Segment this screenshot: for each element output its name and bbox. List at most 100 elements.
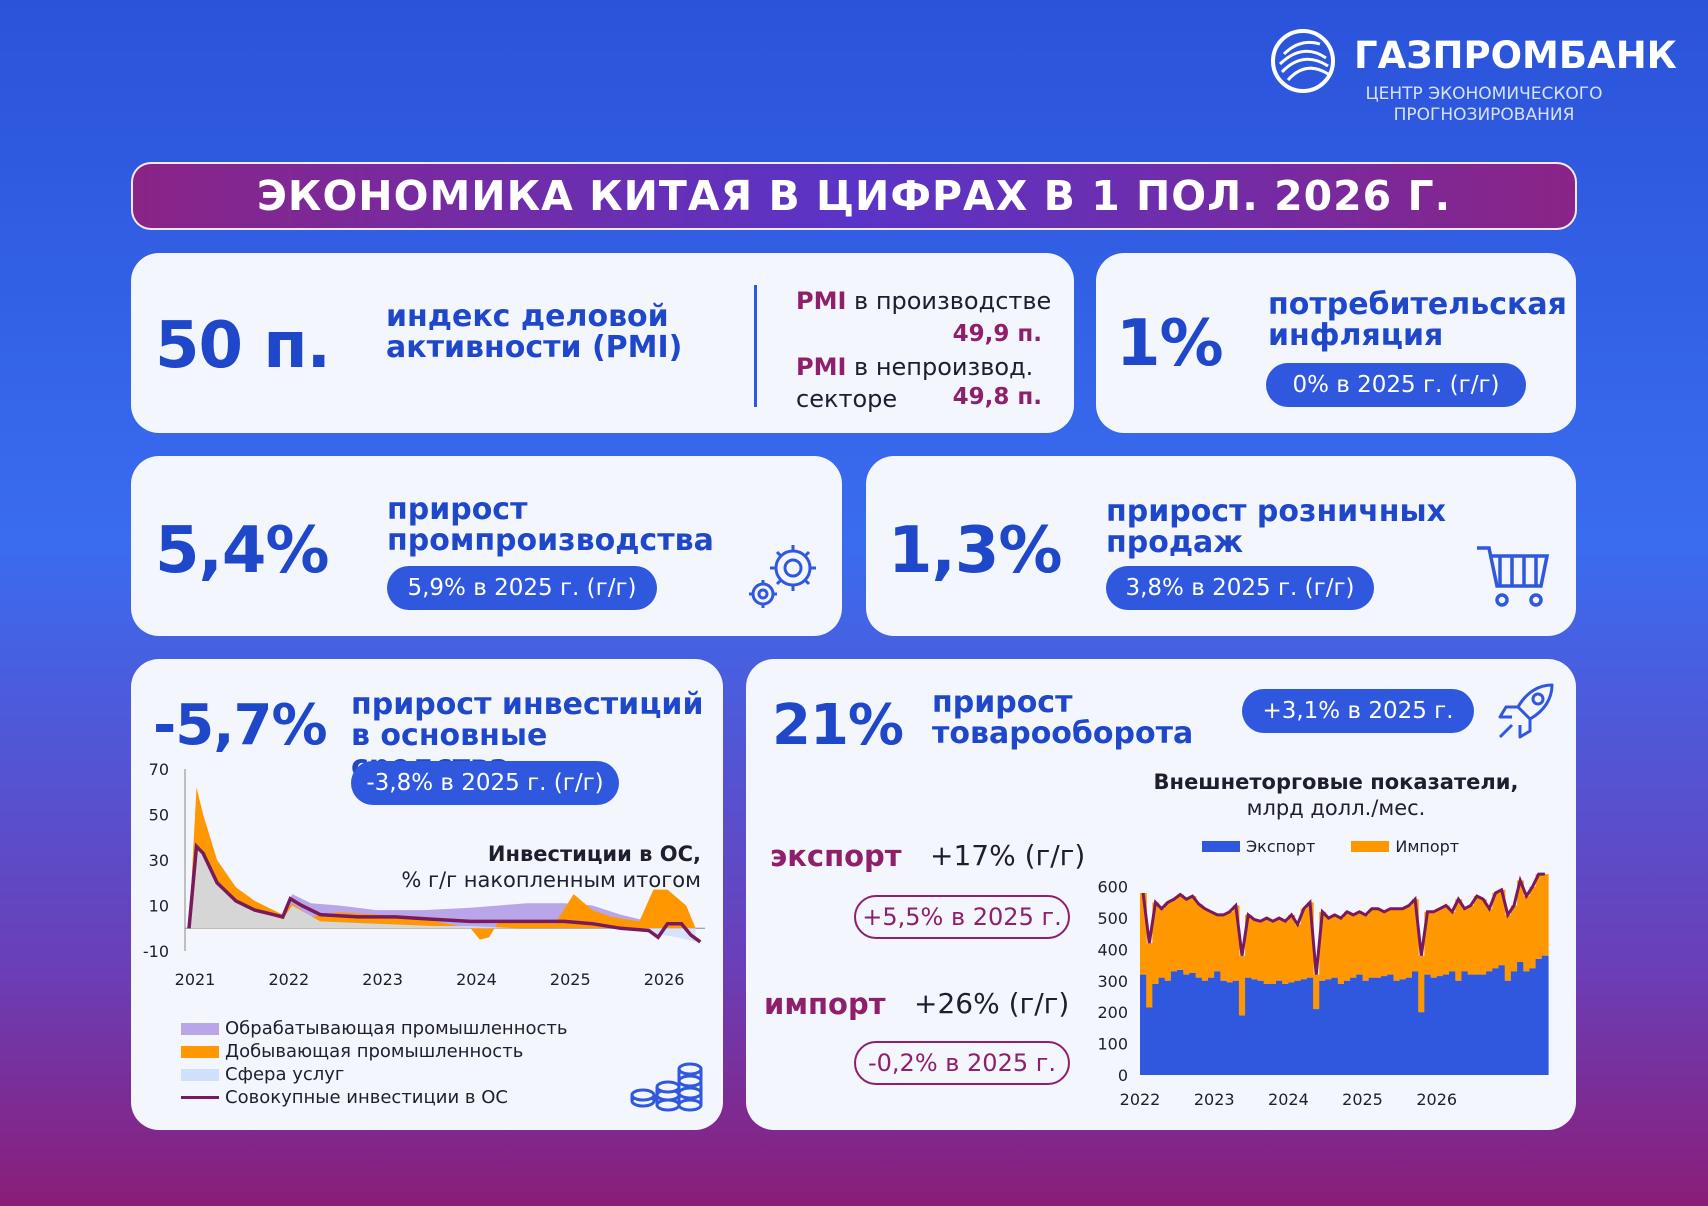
export-bar xyxy=(1405,977,1413,1075)
import-bar xyxy=(1245,914,1252,978)
export-bar xyxy=(1282,984,1289,1075)
import-bar xyxy=(1282,921,1289,984)
area-services xyxy=(189,844,696,942)
trade-chart: 600 500 400 300 200 100 0 2022 2023 2024 2025 2026 xyxy=(1097,872,1549,1109)
x-tick-label: 2022 xyxy=(268,970,309,989)
import-bar xyxy=(1257,921,1265,981)
import-bar xyxy=(1189,896,1197,973)
export-bar xyxy=(1430,977,1438,1075)
import-bar xyxy=(1325,918,1333,980)
export-bar xyxy=(1350,977,1357,1075)
import-bar xyxy=(1418,955,1425,1013)
import-bar xyxy=(1164,902,1172,981)
import-bar xyxy=(1146,943,1153,1008)
y-tick-label: 70 xyxy=(149,760,169,779)
export-bar xyxy=(1288,982,1296,1075)
export-bar xyxy=(1374,977,1382,1075)
export-bar xyxy=(1189,973,1197,1075)
import-bar xyxy=(1405,905,1413,978)
export-bar xyxy=(1449,971,1456,1075)
y-tick-label: 200 xyxy=(1097,1003,1128,1022)
page-title: ЭКОНОМИКА КИТАЯ В ЦИФРАХ В 1 ПОЛ. 2026 Г… xyxy=(256,172,1452,220)
import-bar xyxy=(1381,911,1388,977)
export-bar xyxy=(1498,965,1506,1075)
logo-subtitle: ЦЕНТР ЭКОНОМИЧЕСКОГО ПРОГНОЗИРОВАНИЯ xyxy=(1365,84,1603,125)
export-bar xyxy=(1461,971,1469,1075)
x-tick-label: 2026 xyxy=(1416,1090,1457,1109)
inflation-label: потребительская инфляция xyxy=(1268,287,1567,353)
gears-icon xyxy=(749,545,816,608)
import-bar xyxy=(1498,889,1506,966)
import-bar xyxy=(1220,914,1228,981)
legend-item-mining: Добывающая промышленность xyxy=(181,1040,567,1063)
import-bar xyxy=(1486,908,1493,972)
x-tick-label: 2025 xyxy=(550,970,591,989)
import-prev-badge: -0,2% в 2025 г. xyxy=(854,1041,1070,1085)
import-bar xyxy=(1313,974,1320,1010)
export-bar xyxy=(1331,977,1339,1075)
import-bar xyxy=(1306,902,1314,978)
export-bar xyxy=(1313,1009,1320,1075)
export-bar xyxy=(1424,974,1432,1075)
investment-legend: Обрабатывающая промышленность Добывающая… xyxy=(181,1017,567,1109)
import-bar xyxy=(1480,899,1487,975)
export-bar xyxy=(1276,980,1283,1075)
import-bar xyxy=(1449,911,1456,972)
export-bar xyxy=(1146,1007,1153,1075)
pmi-manufacturing-value: 49,9 п. xyxy=(952,321,1042,347)
import-bar xyxy=(1442,905,1450,975)
export-bar xyxy=(1436,976,1444,1075)
export-bar xyxy=(1344,980,1351,1075)
y-tick-label: 300 xyxy=(1097,972,1128,991)
investment-chart: 70 50 30 10 -10 2021 2022 2023 2024 2025 2026 xyxy=(143,760,705,989)
title-bar: ЭКОНОМИКА КИТАЯ В ЦИФРАХ В 1 ПОЛ. 2026 Г… xyxy=(131,162,1577,230)
import-bar xyxy=(1424,911,1432,975)
industry-prev-badge: 5,9% в 2025 г. (г/г) xyxy=(387,566,657,610)
export-label: экспорт xyxy=(770,839,902,873)
export-bar xyxy=(1418,1012,1425,1075)
import-bar xyxy=(1393,908,1401,981)
export-bar xyxy=(1381,976,1388,1075)
y-tick-label: 0 xyxy=(1118,1066,1128,1085)
import-bar xyxy=(1374,908,1382,978)
import-bar xyxy=(1288,914,1296,983)
export-bar xyxy=(1480,974,1487,1075)
trade-label: прирост товарооборота xyxy=(932,685,1194,751)
export-bar xyxy=(1319,980,1327,1075)
export-bar xyxy=(1523,971,1531,1075)
investment-prev-badge: -3,8% в 2025 г. (г/г) xyxy=(351,761,619,805)
export-bar xyxy=(1492,968,1500,1075)
import-bar xyxy=(1461,908,1469,972)
export-bar xyxy=(1226,982,1234,1075)
export-bar xyxy=(1177,969,1184,1075)
y-tick-label: 400 xyxy=(1097,940,1128,959)
import-bar xyxy=(1492,893,1500,969)
import-bar xyxy=(1263,918,1271,984)
import-bar xyxy=(1177,894,1184,970)
export-bar xyxy=(1504,980,1512,1075)
line-total-trade xyxy=(1141,872,1545,975)
trade-chart-title: Внешнеторговые показатели, млрд долл./ме… xyxy=(1153,770,1519,820)
export-bar xyxy=(1442,974,1450,1075)
import-bar xyxy=(1412,899,1419,972)
trade-legend: Экспорт Импорт xyxy=(1202,837,1459,856)
inflation-card: 1% потребительская инфляция 0% в 2025 г.… xyxy=(1096,253,1576,433)
x-tick-label: 2023 xyxy=(362,970,403,989)
industry-label: прирост промпроизводства xyxy=(387,492,714,558)
pmi-divider xyxy=(754,285,757,407)
import-bar xyxy=(1232,905,1240,981)
export-bar xyxy=(1257,980,1265,1075)
import-bar xyxy=(1517,880,1524,962)
export-bar xyxy=(1214,971,1221,1075)
y-tick-label: 50 xyxy=(149,806,169,825)
pmi-nonmanufacturing-text-2: секторе xyxy=(796,385,898,413)
x-tick-label: 2022 xyxy=(1120,1090,1161,1109)
export-value: +17% (г/г) xyxy=(930,839,1086,872)
export-bar xyxy=(1208,977,1215,1075)
import-bar xyxy=(1251,919,1259,980)
export-bar xyxy=(1152,984,1160,1075)
y-tick-label: 500 xyxy=(1097,909,1128,928)
export-bar xyxy=(1220,980,1228,1075)
legend-item-export: Экспорт xyxy=(1202,837,1315,856)
export-bar xyxy=(1201,980,1209,1075)
